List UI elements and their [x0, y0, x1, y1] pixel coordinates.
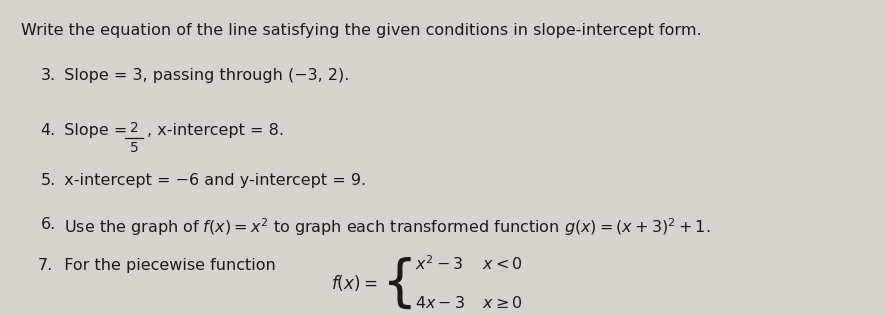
Text: {: { [381, 256, 416, 310]
Text: $x^2 - 3$: $x^2 - 3$ [415, 254, 462, 273]
Text: $4x - 3$: $4x - 3$ [415, 295, 464, 311]
Text: , x-intercept = 8.: , x-intercept = 8. [147, 123, 284, 138]
Text: 7.: 7. [38, 258, 53, 273]
Text: x-intercept = −6 and y-intercept = 9.: x-intercept = −6 and y-intercept = 9. [54, 173, 366, 188]
Text: 2: 2 [129, 121, 138, 135]
Text: 5.: 5. [41, 173, 56, 188]
Text: 6.: 6. [41, 217, 56, 232]
Text: Slope = 3, passing through (−3, 2).: Slope = 3, passing through (−3, 2). [54, 68, 349, 83]
Text: Write the equation of the line satisfying the given conditions in slope-intercep: Write the equation of the line satisfyin… [20, 23, 701, 38]
Text: For the piecewise function: For the piecewise function [54, 258, 276, 273]
Text: $f(x) = $: $f(x) = $ [330, 273, 377, 294]
Text: 5: 5 [129, 141, 138, 155]
Text: Slope =: Slope = [54, 123, 132, 138]
Text: Use the graph of $f(x) = x^2$ to graph each transformed function $g(x) = (x + 3): Use the graph of $f(x) = x^2$ to graph e… [54, 217, 710, 238]
Text: 3.: 3. [41, 68, 56, 83]
Text: $x < 0$: $x < 0$ [481, 256, 522, 272]
Text: 4.: 4. [41, 123, 56, 138]
Text: $x \geq 0$: $x \geq 0$ [481, 295, 522, 311]
